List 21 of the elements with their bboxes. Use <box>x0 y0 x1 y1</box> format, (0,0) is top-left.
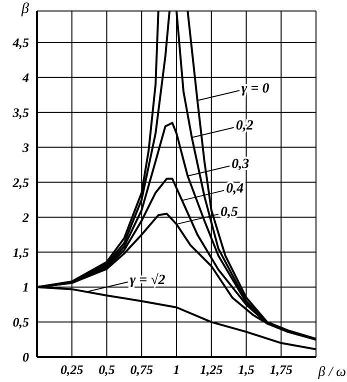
y-tick-label: 4 <box>22 70 30 86</box>
x-tick-label: 0,25 <box>60 362 84 378</box>
y-axis-title: β <box>20 1 30 17</box>
y-tick-label: 1,5 <box>12 244 30 260</box>
y-tick-label: 0 <box>22 350 30 365</box>
annotation: 0,4 <box>226 181 244 196</box>
annotation: 0,5 <box>220 205 238 220</box>
x-axis-title: β / ω <box>317 365 346 380</box>
y-tick-label: 0,5 <box>12 314 30 330</box>
x-tick-label: 1,75 <box>270 362 293 378</box>
y-tick-label: 1 <box>22 280 29 295</box>
x-tick-label: 1,5 <box>238 362 255 378</box>
y-tick-label: 2,5 <box>12 174 30 190</box>
y-tick-label: 3 <box>22 140 30 155</box>
x-tick-label: 0,75 <box>130 362 154 378</box>
x-tick-label: 0,5 <box>98 362 116 378</box>
x-tick-label: 1 <box>173 362 180 378</box>
y-tick-label: 3,5 <box>12 104 30 120</box>
x-tick-label: 1,25 <box>200 362 224 378</box>
y-tick-label: 4,5 <box>12 35 30 50</box>
y-tick-label: 2 <box>22 210 30 225</box>
